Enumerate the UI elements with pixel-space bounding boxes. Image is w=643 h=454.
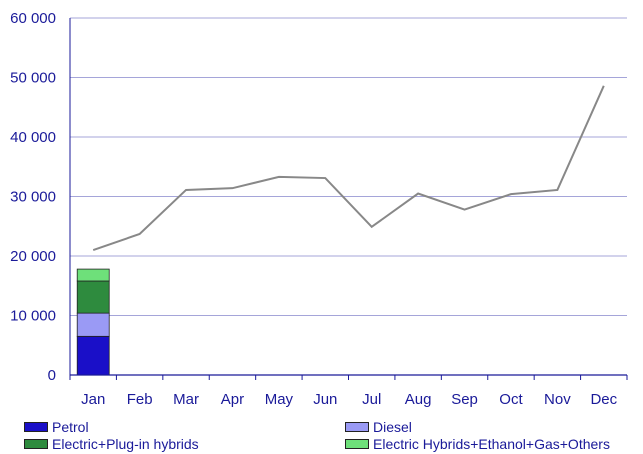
x-tick-label: May [265,391,294,408]
x-tick-label: Jun [313,391,337,408]
y-tick-label: 0 [48,367,56,384]
bar-segment-3 [76,268,110,282]
legend-item-diesel: Diesel [345,419,412,435]
grid-lines [70,17,627,316]
legend-label-petrol: Petrol [52,419,89,435]
chart: 0 10 000 20 000 30 000 40 000 50 000 60 000 Ja… [10,10,628,408]
y-tick-label: 10 000 [10,308,56,325]
y-tick-label: 50 000 [10,70,56,87]
x-tick-label: Oct [499,391,523,408]
legend-label-diesel: Diesel [373,419,412,435]
line-total [92,85,605,251]
x-axis [69,18,628,380]
legend-label-electric-plugin: Electric+Plug-in hybrids [52,436,199,452]
legend-swatch-diesel [345,422,369,432]
stacked-bars [76,268,110,376]
legend-item-petrol: Petrol [24,419,89,435]
y-tick-label: 60 000 [10,10,56,27]
x-tick-label: Aug [405,391,432,408]
y-tick-label: 30 000 [10,189,56,206]
x-axis-ticks: Jan Feb Mar Apr May Jun Jul Aug Sep Oct Nov Dec [81,391,618,408]
legend-swatch-hybrids-others [345,439,369,449]
x-tick-label: Jul [362,391,381,408]
legend: Petrol Diesel Electric+Plug-in hybrids E… [0,418,643,454]
bar-segment-2 [76,280,110,314]
legend-label-hybrids-others: Electric Hybrids+Ethanol+Gas+Others [373,436,610,452]
x-tick-label: Nov [544,391,571,408]
x-tick-label: Sep [451,391,478,408]
x-tick-label: Jan [81,391,105,408]
line-series [92,85,605,251]
legend-item-hybrids-others: Electric Hybrids+Ethanol+Gas+Others [345,436,610,452]
legend-swatch-electric-plugin [24,439,48,449]
legend-swatch-petrol [24,422,48,432]
x-tick-label: Dec [590,391,617,408]
legend-item-electric-plugin: Electric+Plug-in hybrids [24,436,199,452]
x-tick-label: Apr [221,391,244,408]
y-tick-label: 40 000 [10,129,56,146]
x-tick-label: Feb [127,391,153,408]
y-axis-ticks: 0 10 000 20 000 30 000 40 000 50 000 60 000 [10,10,56,384]
bar-segment-1 [76,312,110,337]
y-tick-label: 20 000 [10,248,56,265]
x-tick-label: Mar [173,391,199,408]
bar-segment-0 [76,335,110,376]
